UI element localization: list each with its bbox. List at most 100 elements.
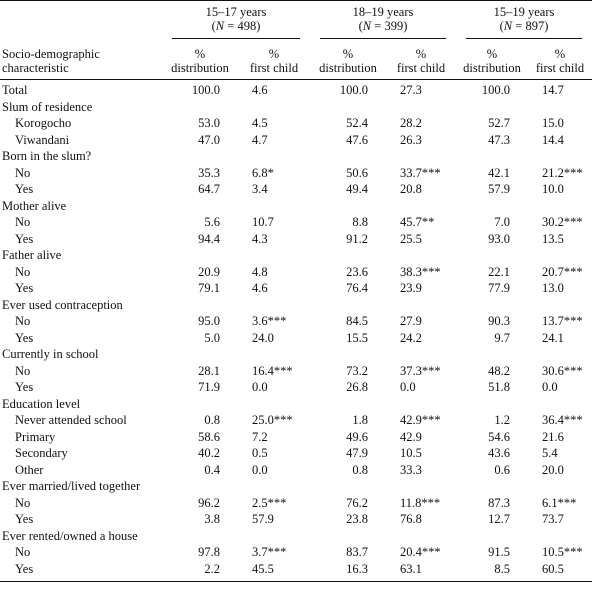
cell-empty <box>528 100 592 117</box>
cell-distribution: 87.3 <box>488 495 510 510</box>
cell-distribution: 3.8 <box>204 512 220 526</box>
cell-first-child: 2.5*** <box>252 495 287 510</box>
group-2-label: 18–19 years <box>352 5 414 19</box>
cell-distribution: 0.4 <box>204 462 220 477</box>
cell-first-child: 10.7 <box>252 215 274 229</box>
col-first-2: % first child <box>396 47 446 75</box>
table-row: Primary 58.6 7.2 49.6 42.9 54.6 21.6 <box>0 430 592 447</box>
cell-distribution: 0.8 <box>204 413 220 427</box>
section-heading-row: Education level <box>0 397 592 414</box>
row-label: Yes <box>15 231 34 246</box>
group-1-label: 15–17 years <box>205 5 267 19</box>
row-label: No <box>15 215 31 229</box>
cell-empty <box>456 529 528 546</box>
cell-empty <box>528 199 592 216</box>
cell-first-child: 20.4*** <box>400 545 441 559</box>
cell-empty <box>386 199 456 216</box>
cell-empty <box>386 529 456 546</box>
cell-empty <box>310 479 386 496</box>
cell-first-child: 38.3*** <box>400 264 441 279</box>
cell-distribution: 16.3 <box>346 561 368 576</box>
cell-empty <box>310 397 386 414</box>
cell-distribution: 47.9 <box>346 446 368 460</box>
cell-first-child: 16.4*** <box>252 363 293 378</box>
cell-empty <box>238 248 310 265</box>
cell-first-child: 14.4 <box>542 132 564 147</box>
cell-first-child: 4.5 <box>252 116 268 130</box>
cell-distribution: 20.9 <box>198 264 220 279</box>
row-label: No <box>15 495 31 510</box>
group-header-row: 15–17 years (N = 498) 18–19 years (N = 3… <box>0 0 592 45</box>
cell-empty <box>238 397 310 414</box>
row-label: Never attended school <box>15 413 127 427</box>
row-label: No <box>15 314 31 328</box>
cell-distribution: 49.4 <box>346 182 368 196</box>
cell-empty <box>386 248 456 265</box>
row-label: Ever rented/owned a house <box>2 528 138 543</box>
table-row: Total 100.0 4.6 100.0 27.3 100.0 14.7 <box>0 83 592 100</box>
cell-first-child: 45.5 <box>252 561 274 576</box>
row-label: Viwandani <box>15 132 70 147</box>
cell-empty <box>528 347 592 364</box>
cell-first-child: 73.7 <box>542 512 564 526</box>
col-first-1: % first child <box>249 47 299 75</box>
cell-distribution: 96.2 <box>198 495 220 510</box>
cell-first-child: 6.1*** <box>542 495 577 510</box>
cell-distribution: 90.3 <box>488 314 510 328</box>
cell-empty <box>386 100 456 117</box>
table-row: No 5.6 10.7 8.8 45.7** 7.0 30.2*** <box>0 215 592 232</box>
cell-empty <box>162 479 238 496</box>
cell-first-child: 13.5 <box>542 231 564 246</box>
cell-first-child: 10.5 <box>400 446 422 460</box>
row-label: Father alive <box>2 248 62 262</box>
cell-empty <box>238 149 310 166</box>
cell-empty <box>456 100 528 117</box>
cell-first-child: 3.6*** <box>252 314 287 328</box>
table-row: Yes 3.8 57.9 23.8 76.8 12.7 73.7 <box>0 512 592 529</box>
cell-distribution: 1.2 <box>494 413 510 427</box>
table-row: No 28.1 16.4*** 73.2 37.3*** 48.2 30.6*** <box>0 364 592 381</box>
row-label: No <box>15 165 31 180</box>
cell-first-child: 24.0 <box>252 330 274 345</box>
table-row: No 96.2 2.5*** 76.2 11.8*** 87.3 6.1*** <box>0 496 592 513</box>
cell-empty <box>162 529 238 546</box>
row-label: Born in the slum? <box>2 149 92 163</box>
cell-distribution: 40.2 <box>198 446 220 460</box>
cell-empty <box>162 248 238 265</box>
row-label: Ever married/lived together <box>2 479 141 493</box>
cell-empty <box>238 529 310 546</box>
cell-distribution: 94.4 <box>198 231 220 246</box>
cell-distribution: 5.6 <box>204 215 220 229</box>
cell-empty <box>238 199 310 216</box>
cell-empty <box>386 347 456 364</box>
row-label: Yes <box>15 380 34 394</box>
cell-distribution: 47.3 <box>488 132 510 147</box>
cell-first-child: 4.8 <box>252 264 268 279</box>
cell-distribution: 1.8 <box>352 413 368 427</box>
cell-first-child: 0.0 <box>252 462 268 477</box>
section-heading-row: Ever married/lived together <box>0 479 592 496</box>
cell-distribution: 64.7 <box>198 182 220 196</box>
cell-first-child: 21.2*** <box>542 165 583 180</box>
table-row: No 95.0 3.6*** 84.5 27.9 90.3 13.7*** <box>0 314 592 331</box>
cell-distribution: 12.7 <box>488 512 510 526</box>
row-label: Yes <box>15 512 34 526</box>
cell-empty <box>528 149 592 166</box>
section-heading-row: Born in the slum? <box>0 149 592 166</box>
cell-first-child: 27.9 <box>400 314 422 328</box>
cell-empty <box>162 199 238 216</box>
group-2-rule <box>320 38 446 39</box>
table-row: Yes 5.0 24.0 15.5 24.2 9.7 24.1 <box>0 331 592 348</box>
cell-distribution: 52.4 <box>346 116 368 130</box>
cell-distribution: 84.5 <box>346 314 368 328</box>
cell-distribution: 0.8 <box>352 462 368 477</box>
cell-distribution: 23.8 <box>346 512 368 526</box>
cell-empty <box>456 347 528 364</box>
cell-empty <box>162 298 238 315</box>
table-row: No 20.9 4.8 23.6 38.3*** 22.1 20.7*** <box>0 265 592 282</box>
cell-empty <box>528 529 592 546</box>
cell-distribution: 52.7 <box>488 116 510 130</box>
cell-first-child: 42.9*** <box>400 413 441 427</box>
cell-empty <box>386 149 456 166</box>
